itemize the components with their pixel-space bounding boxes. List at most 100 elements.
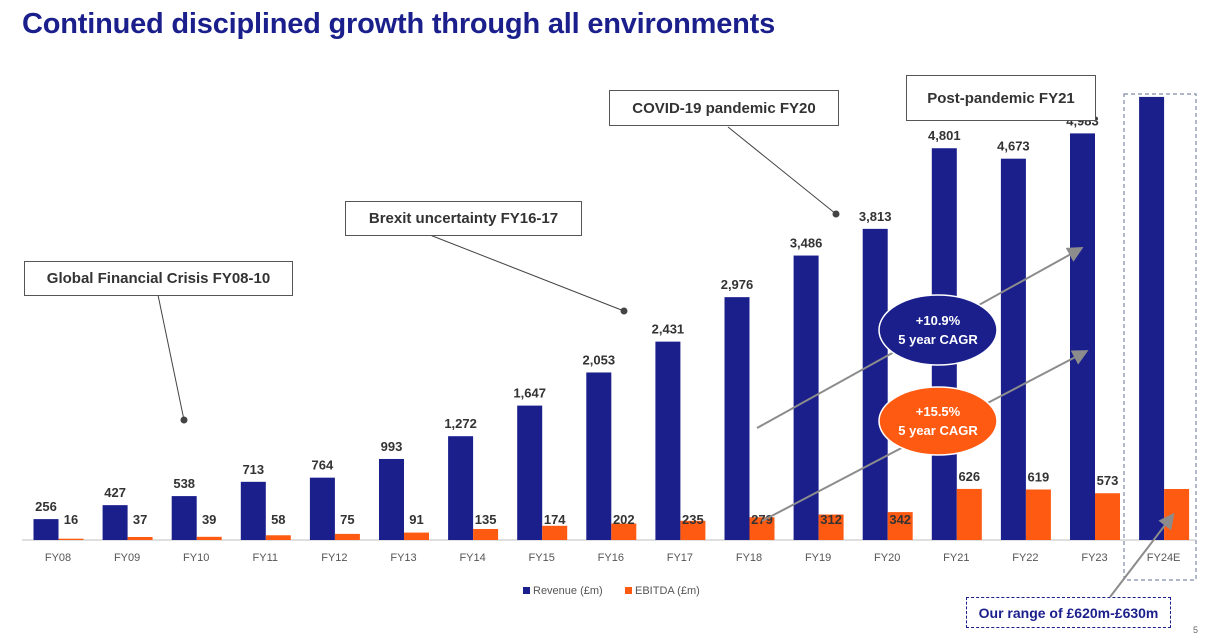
revenue-bar [1000, 158, 1026, 540]
ebitda-bar [334, 533, 360, 540]
x-tick-label: FY11 [253, 552, 278, 564]
brexit-pointer-line [429, 234, 625, 312]
ebitda-bar [196, 536, 222, 540]
page-number: 5 [1192, 625, 1198, 635]
ebitda-cagr-line2: 5 year CAGR [898, 423, 978, 438]
x-tick-label: FY21 [943, 552, 969, 564]
revenue-cagr-badge [878, 294, 998, 366]
revenue-bar [379, 458, 404, 540]
ebitda-value-label: 342 [889, 512, 911, 527]
x-tick-label: FY08 [45, 552, 71, 564]
ebitda-value-label: 626 [958, 469, 980, 484]
revenue-bar [1070, 133, 1095, 540]
revenue-value-label: 713 [242, 462, 264, 477]
x-tick-label: FY09 [114, 552, 140, 564]
revenue-cagr-line2: 5 year CAGR [898, 332, 978, 347]
revenue-value-label: 993 [381, 439, 403, 454]
post-pandemic-callout: Post-pandemic FY21 [906, 75, 1096, 121]
revenue-bar [1139, 96, 1165, 541]
ebitda-bar [1164, 489, 1190, 540]
chart-legend: Revenue (£m) EBITDA (£m) [523, 585, 700, 597]
covid-callout: COVID-19 pandemic FY20 [609, 90, 839, 126]
x-tick-label: FY13 [390, 552, 416, 564]
fy24e-highlight-box [1123, 93, 1197, 581]
x-tick-label: FY23 [1081, 552, 1107, 564]
revenue-value-label: 4,673 [997, 139, 1030, 154]
revenue-value-label: 2,053 [583, 352, 616, 367]
brexit-pointer-dot [620, 307, 628, 315]
covid-pointer-dot [832, 210, 840, 218]
ebitda-bar [127, 536, 153, 540]
legend-ebitda-label: EBITDA (£m) [635, 585, 700, 597]
ebitda-value-label: 279 [751, 512, 773, 527]
x-tick-label: FY19 [805, 552, 831, 564]
x-tick-label: FY17 [667, 552, 693, 564]
ebitda-bar [542, 525, 568, 540]
ebitda-bar [265, 535, 291, 540]
revenue-value-label: 3,813 [859, 209, 892, 224]
revenue-bar [517, 405, 543, 540]
legend-ebitda-swatch [625, 587, 632, 594]
ebitda-cagr-badge [878, 386, 998, 456]
revenue-value-label: 1,272 [444, 416, 477, 431]
ebitda-value-label: 58 [271, 512, 285, 527]
revenue-value-label: 3,486 [790, 236, 823, 251]
revenue-value-label: 427 [104, 485, 126, 500]
revenue-bar [309, 477, 335, 540]
revenue-bar [448, 436, 474, 540]
ebitda-value-label: 91 [409, 512, 423, 527]
revenue-bar [102, 505, 128, 540]
ebitda-bar [1025, 489, 1051, 540]
ebitda-value-label: 16 [64, 512, 78, 527]
x-tick-label: FY18 [736, 552, 762, 564]
ebitda-value-label: 135 [475, 512, 497, 527]
gfc-callout: Global Financial Crisis FY08-10 [24, 261, 293, 296]
revenue-value-label: 538 [173, 476, 195, 491]
ebitda-bar [956, 488, 982, 540]
gfc-pointer-line [157, 294, 185, 421]
ebitda-value-label: 202 [613, 512, 635, 527]
ebitda-bar [818, 514, 844, 540]
revenue-value-label: 2,431 [652, 322, 685, 337]
x-tick-label: FY22 [1012, 552, 1038, 564]
x-tick-label: FY16 [598, 552, 624, 564]
revenue-bar [655, 341, 681, 540]
ebitda-bar [887, 512, 913, 540]
legend-revenue-label: Revenue (£m) [533, 585, 603, 597]
revenue-value-label: 4,801 [928, 128, 961, 143]
revenue-bar [33, 519, 59, 540]
revenue-bar [171, 496, 197, 540]
revenue-value-label: 256 [35, 499, 57, 514]
legend-revenue-swatch [523, 587, 530, 594]
covid-pointer-line [727, 126, 837, 215]
revenue-value-label: 1,647 [513, 386, 546, 401]
revenue-value-label: 2,976 [721, 277, 754, 292]
brexit-callout: Brexit uncertainty FY16-17 [345, 201, 582, 236]
ebitda-bar [58, 538, 84, 540]
x-tick-label: FY20 [874, 552, 900, 564]
ebitda-cagr-line1: +15.5% [916, 404, 961, 419]
revenue-bar [862, 228, 888, 541]
ebitda-bar [680, 520, 706, 540]
ebitda-value-label: 39 [202, 512, 216, 527]
ebitda-bar [1095, 493, 1120, 540]
ebitda-bar [611, 523, 637, 540]
ebitda-value-label: 174 [544, 512, 566, 527]
page-title: Continued disciplined growth through all… [22, 8, 776, 40]
ebitda-value-label: 75 [340, 512, 354, 527]
range-pointer-arrow [1109, 512, 1175, 598]
x-tick-label: FY24E [1147, 552, 1181, 564]
ebitda-bar [473, 528, 499, 540]
revenue-value-label: 764 [312, 458, 334, 473]
gfc-pointer-dot [180, 416, 188, 424]
revenue-bar [724, 297, 750, 540]
x-tick-label: FY12 [321, 552, 347, 564]
revenue-bar [240, 481, 266, 540]
revenue-bar [586, 372, 612, 540]
ebitda-bar [404, 532, 429, 540]
x-tick-label: FY10 [183, 552, 209, 564]
ebitda-value-label: 235 [682, 512, 704, 527]
ebitda-value-label: 312 [820, 512, 842, 527]
ebitda-value-label: 619 [1028, 469, 1050, 484]
